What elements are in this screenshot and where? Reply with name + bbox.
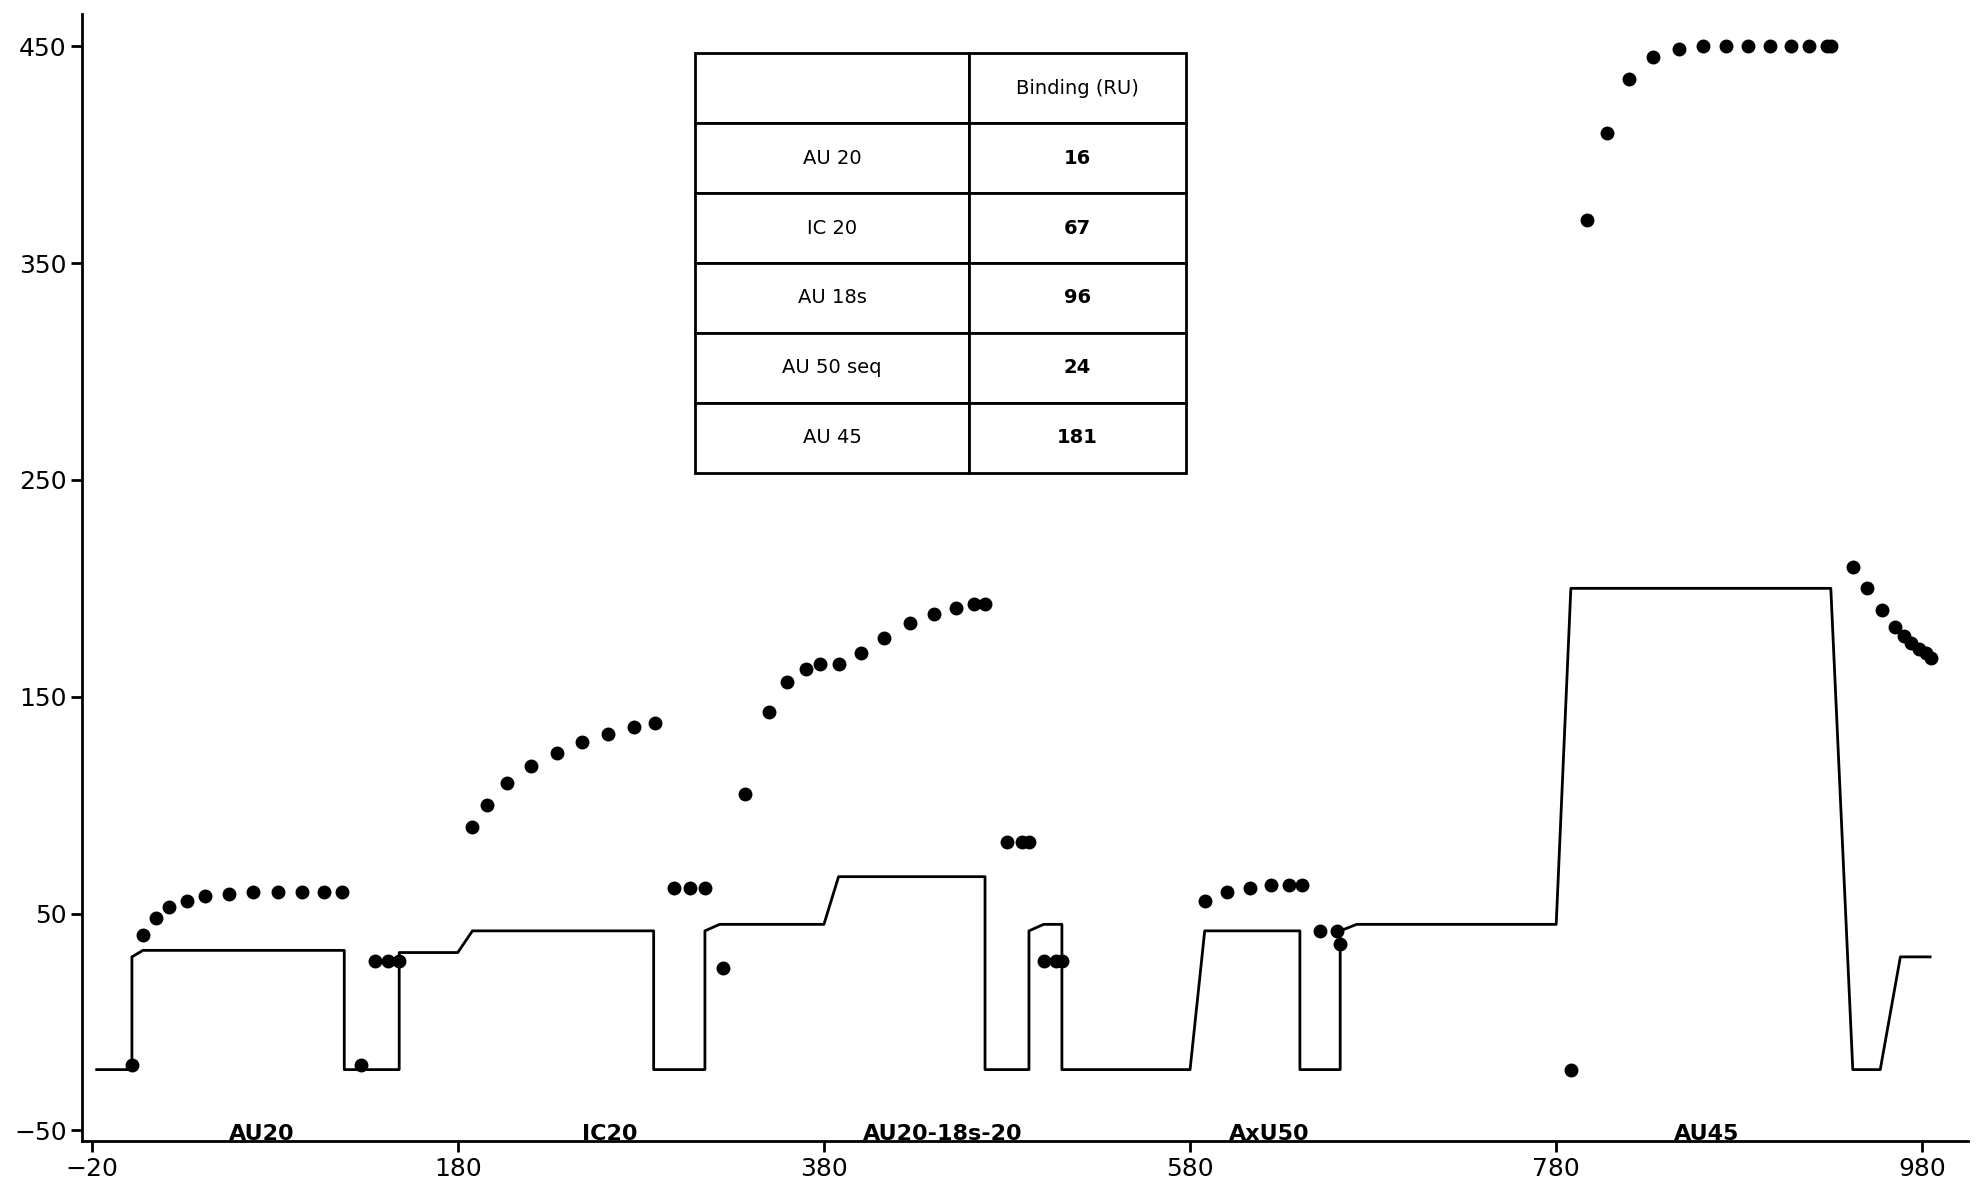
- Text: 96: 96: [1064, 288, 1090, 307]
- Text: AU20-18s-20: AU20-18s-20: [862, 1123, 1023, 1144]
- Text: AU20: AU20: [230, 1123, 295, 1144]
- Bar: [969, 123, 1185, 194]
- Text: IC20: IC20: [583, 1123, 638, 1144]
- Text: Binding (RU): Binding (RU): [1015, 79, 1138, 98]
- Bar: [696, 263, 969, 333]
- Text: AU 20: AU 20: [803, 148, 862, 167]
- Text: AU 45: AU 45: [803, 428, 862, 447]
- Text: AU 18s: AU 18s: [797, 288, 866, 307]
- Bar: [696, 54, 969, 123]
- Bar: [969, 333, 1185, 403]
- Text: 181: 181: [1056, 428, 1098, 447]
- Bar: [969, 263, 1185, 333]
- Bar: [696, 403, 969, 473]
- Bar: [696, 123, 969, 194]
- Text: 16: 16: [1064, 148, 1090, 167]
- Text: IC 20: IC 20: [807, 219, 856, 238]
- Bar: [969, 54, 1185, 123]
- Text: 67: 67: [1064, 219, 1090, 238]
- Bar: [969, 403, 1185, 473]
- Text: AxU50: AxU50: [1229, 1123, 1308, 1144]
- Text: AU 50 seq: AU 50 seq: [783, 358, 882, 378]
- Bar: [696, 333, 969, 403]
- Text: 24: 24: [1064, 358, 1090, 378]
- Bar: [696, 194, 969, 263]
- Bar: [969, 194, 1185, 263]
- Text: AU45: AU45: [1673, 1123, 1738, 1144]
